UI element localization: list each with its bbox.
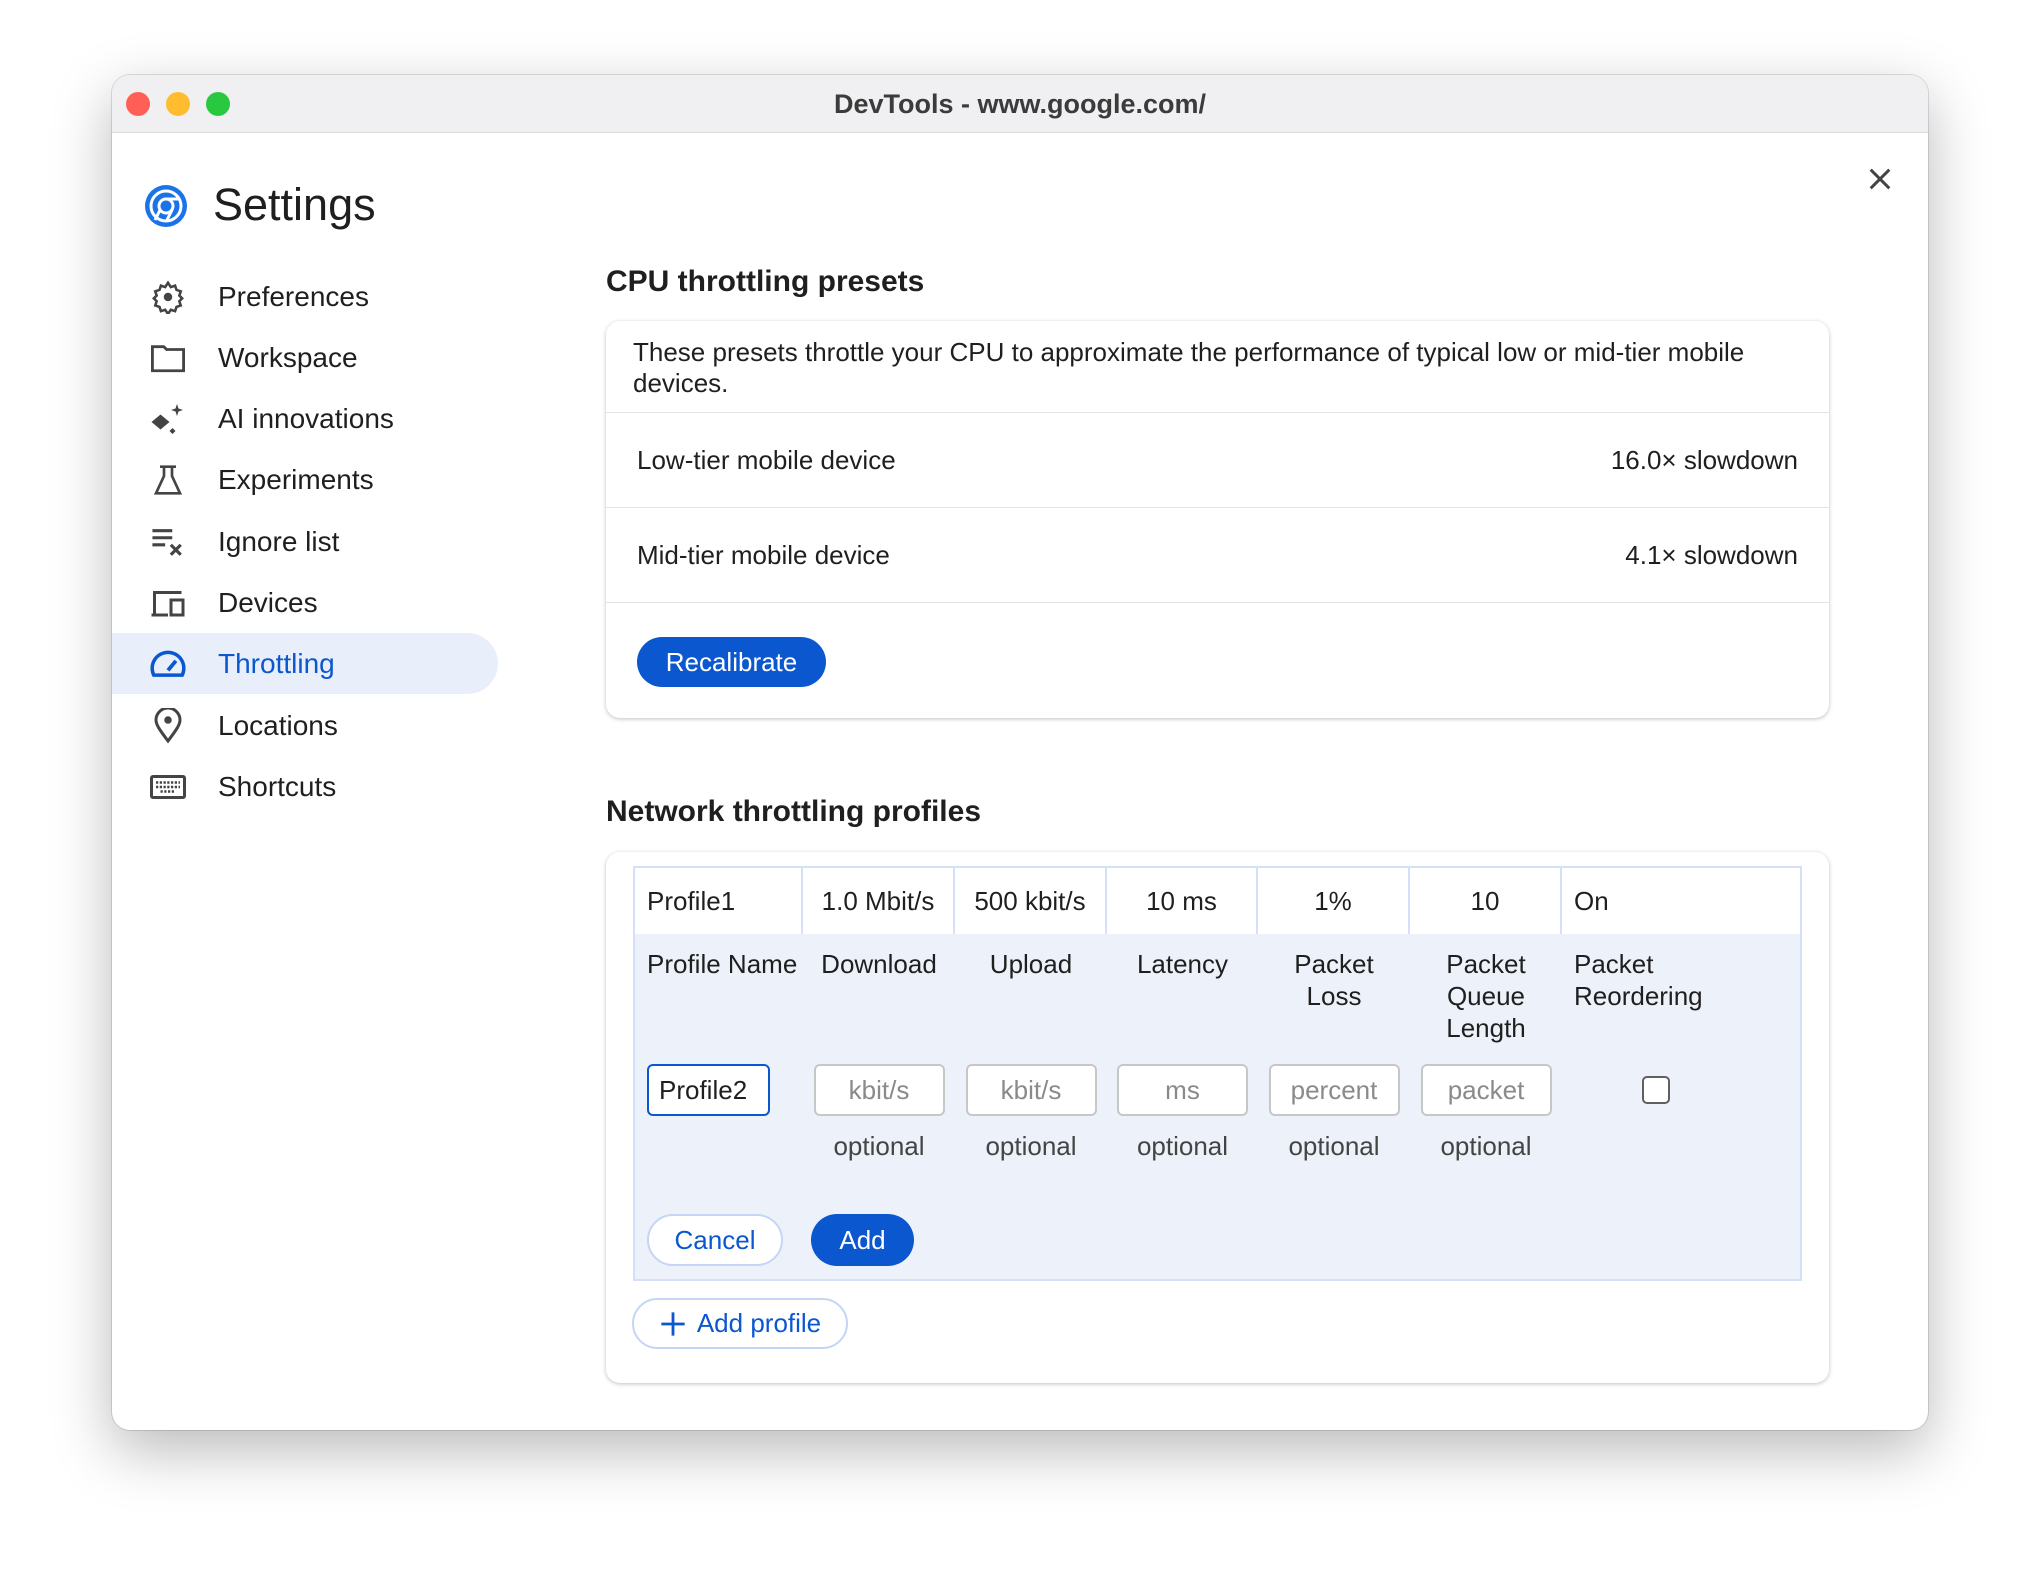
form-labels: Profile Name Download Upload Latency Pac… xyxy=(635,934,1800,1064)
optional-hint: optional xyxy=(833,1130,925,1161)
add-button[interactable]: Add xyxy=(811,1214,914,1266)
preset-value: 4.1× slowdown xyxy=(1625,539,1798,570)
add-profile-label: Add profile xyxy=(696,1308,822,1338)
maximize-window-button[interactable] xyxy=(206,92,230,116)
label-reordering: Packet Reordering xyxy=(1574,949,1703,1011)
preset-name: Mid-tier mobile device xyxy=(637,539,890,570)
ignore-list-icon xyxy=(148,522,188,562)
profiles-table: Profile1 1.0 Mbit/s 500 kbit/s 10 ms 1% … xyxy=(633,866,1802,1281)
cpu-heading: CPU throttling presets xyxy=(606,265,925,298)
add-profile-button[interactable]: Add profile xyxy=(632,1298,848,1349)
profile-name: Profile1 xyxy=(635,868,803,934)
label-queue-length: Packet Queue Length xyxy=(1446,949,1526,1043)
form-hints: optional optional optional optional opti… xyxy=(635,1116,1800,1176)
devtools-window: DevTools - www.google.com/ Settings Pref… xyxy=(112,75,1928,1430)
form-inputs xyxy=(635,1064,1800,1116)
optional-hint: optional xyxy=(1440,1130,1532,1161)
download-input[interactable] xyxy=(813,1064,945,1116)
preset-value: 16.0× slowdown xyxy=(1610,444,1798,475)
label-latency: Latency xyxy=(1136,949,1229,979)
profile-packet-loss: 1% xyxy=(1258,868,1410,934)
profile-row[interactable]: Profile1 1.0 Mbit/s 500 kbit/s 10 ms 1% … xyxy=(635,868,1800,934)
sidebar-item-experiments[interactable]: Experiments xyxy=(112,449,498,510)
sidebar-item-locations[interactable]: Locations xyxy=(112,695,498,756)
cpu-presets-card: These presets throttle your CPU to appro… xyxy=(606,321,1829,718)
queue-length-input[interactable] xyxy=(1420,1064,1552,1116)
preset-name: Low-tier mobile device xyxy=(637,444,896,475)
cancel-button[interactable]: Cancel xyxy=(647,1214,783,1266)
latency-input[interactable] xyxy=(1117,1064,1248,1116)
devices-icon xyxy=(148,583,188,623)
cpu-description: These presets throttle your CPU to appro… xyxy=(606,321,1829,413)
optional-hint: optional xyxy=(1136,1130,1229,1161)
profile-upload: 500 kbit/s xyxy=(955,868,1107,934)
settings-title: Settings xyxy=(213,179,376,230)
network-profiles-card: Profile1 1.0 Mbit/s 500 kbit/s 10 ms 1% … xyxy=(606,852,1829,1383)
sidebar-item-devices[interactable]: Devices xyxy=(112,572,498,633)
profile-latency: 10 ms xyxy=(1107,868,1258,934)
minimize-window-button[interactable] xyxy=(166,92,190,116)
folder-icon xyxy=(148,338,188,378)
sidebar-item-ignore-list[interactable]: Ignore list xyxy=(112,511,498,572)
keyboard-icon xyxy=(148,767,188,807)
flask-icon xyxy=(148,460,188,500)
optional-hint: optional xyxy=(985,1130,1077,1161)
sidebar-item-workspace[interactable]: Workspace xyxy=(112,327,498,388)
sparkle-icon xyxy=(148,399,188,439)
profile-reordering: On xyxy=(1574,885,1609,916)
window-title: DevTools - www.google.com/ xyxy=(833,89,1207,119)
recalibrate-button[interactable]: Recalibrate xyxy=(637,637,826,687)
close-settings-button[interactable] xyxy=(1864,163,1896,195)
packet-loss-input[interactable] xyxy=(1268,1064,1400,1116)
chrome-devtools-icon xyxy=(143,183,189,229)
packet-reordering-checkbox[interactable] xyxy=(1642,1076,1670,1104)
close-icon xyxy=(1869,168,1891,190)
preset-row: Mid-tier mobile device 4.1× slowdown xyxy=(606,508,1829,603)
sidebar-item-throttling[interactable]: Throttling xyxy=(112,633,498,694)
network-heading: Network throttling profiles xyxy=(606,795,981,828)
location-pin-icon xyxy=(148,706,188,746)
sidebar-item-preferences[interactable]: Preferences xyxy=(112,266,498,327)
close-window-button[interactable] xyxy=(126,92,150,116)
title-bar: DevTools - www.google.com/ xyxy=(112,75,1928,133)
sidebar-item-shortcuts[interactable]: Shortcuts xyxy=(112,756,498,817)
profile-download: 1.0 Mbit/s xyxy=(803,868,955,934)
gear-icon xyxy=(148,277,188,317)
profile-name-input[interactable] xyxy=(647,1064,770,1116)
preset-row: Low-tier mobile device 16.0× slowdown xyxy=(606,413,1829,508)
label-upload: Upload xyxy=(989,949,1073,979)
upload-input[interactable] xyxy=(965,1064,1097,1116)
profile-queue-length: 10 xyxy=(1410,868,1562,934)
label-packet-loss: Packet Loss xyxy=(1294,949,1374,1011)
plus-icon xyxy=(661,1311,685,1336)
label-download: Download xyxy=(821,949,937,979)
speedometer-icon xyxy=(148,644,188,684)
sidebar-item-ai-innovations[interactable]: AI innovations xyxy=(112,388,498,449)
optional-hint: optional xyxy=(1288,1130,1380,1161)
label-profile-name: Profile Name xyxy=(647,949,798,979)
